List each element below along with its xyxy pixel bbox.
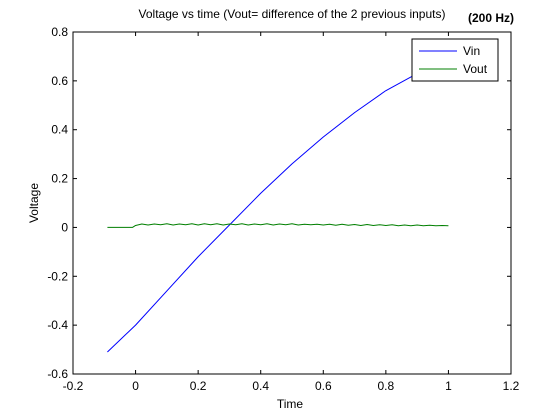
series-layer (107, 53, 449, 353)
chart-title-suffix: (200 Hz) (468, 11, 514, 25)
x-axis-label: Time (277, 397, 304, 411)
legend-label-vout: Vout (463, 62, 488, 76)
x-tick-label: -0.2 (63, 379, 84, 393)
y-tick-label: 0.6 (51, 74, 68, 88)
x-tick-label: 0.4 (252, 379, 269, 393)
y-tick-label: 0.4 (51, 123, 68, 137)
series-line-vout (107, 223, 449, 228)
y-tick-label: -0.6 (47, 367, 68, 381)
y-tick-label: 0.2 (51, 172, 68, 186)
legend: Vin Vout (411, 38, 499, 82)
x-axis: -0.2 0 0.2 0.4 0.6 0.8 1 1.2 (63, 32, 520, 393)
legend-label-vin: Vin (463, 44, 480, 58)
axes-box (72, 31, 512, 375)
y-tick-label: 0 (61, 220, 68, 234)
x-tick-label: 0.8 (378, 379, 395, 393)
y-tick-label: -0.4 (47, 318, 68, 332)
x-tick-label: 0.6 (315, 379, 332, 393)
y-tick-label: -0.2 (47, 269, 68, 283)
x-tick-label: 1.2 (503, 379, 520, 393)
x-tick-label: 0 (132, 379, 139, 393)
y-tick-label: 0.8 (51, 25, 68, 39)
chart-title: Voltage vs time (Vout= difference of the… (139, 7, 446, 21)
series-line-vin (107, 53, 449, 353)
y-axis: -0.6 -0.4 -0.2 0 0.2 0.4 0.6 0.8 (47, 25, 511, 381)
x-tick-label: 1 (445, 379, 452, 393)
legend-box (411, 38, 499, 82)
plot-area (73, 32, 511, 374)
x-tick-label: 0.2 (190, 379, 207, 393)
y-axis-label: Voltage (27, 183, 41, 223)
